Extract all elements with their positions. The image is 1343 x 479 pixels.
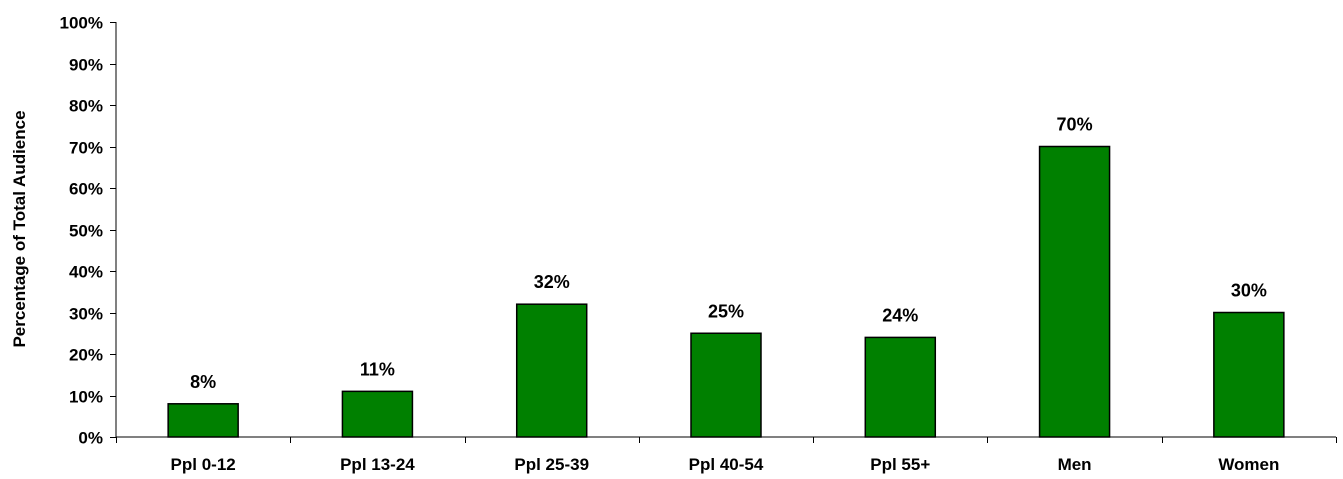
data-label: 25% (708, 301, 744, 321)
y-tick-label: 10% (69, 388, 103, 407)
y-tick-label: 100% (60, 14, 103, 33)
bar (690, 332, 762, 438)
y-tick-label: 20% (69, 346, 103, 365)
y-tick-label: 80% (69, 97, 103, 116)
x-category-label: Women (1218, 455, 1279, 474)
x-category-label: Ppl 13-24 (340, 455, 415, 474)
bar (1213, 311, 1285, 438)
data-label: 70% (1057, 115, 1093, 135)
data-label: 11% (360, 359, 395, 379)
x-category-label: Ppl 40-54 (689, 455, 764, 474)
plot-area: 0% 10% 20% 30% 40% 50% 60% 70% 80% 90% 100% 8% Ppl 0… (60, 14, 1337, 474)
y-tick-label: 60% (69, 180, 103, 199)
bar (167, 403, 239, 438)
bar (341, 390, 414, 438)
y-tick-label: 70% (69, 139, 103, 158)
data-label: 32% (534, 272, 570, 292)
bar (1038, 145, 1111, 438)
bar (864, 336, 937, 438)
y-tick-label: 30% (69, 305, 103, 324)
x-category-label: Ppl 55+ (870, 455, 930, 474)
data-label: 24% (882, 305, 918, 325)
x-category-label: Men (1058, 455, 1092, 474)
x-category-label: Ppl 25-39 (514, 455, 589, 474)
y-tick-label: 40% (69, 263, 103, 282)
data-label: 8% (190, 372, 216, 392)
data-label: 30% (1231, 281, 1267, 301)
y-tick-label: 90% (69, 56, 103, 75)
bar (515, 303, 588, 438)
y-tick-label: 0% (78, 429, 103, 448)
y-axis-title: Percentage of Total Audience (10, 110, 29, 347)
x-category-label: Ppl 0-12 (171, 455, 236, 474)
y-tick-label: 50% (69, 222, 103, 241)
